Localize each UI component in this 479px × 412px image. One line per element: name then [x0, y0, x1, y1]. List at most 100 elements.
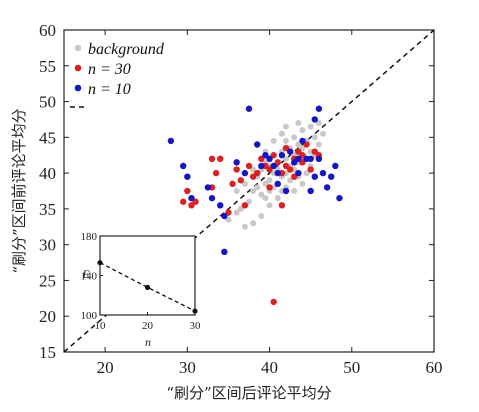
inset-y-tick-label: 100 [81, 310, 98, 322]
legend-label-background: background [88, 41, 165, 58]
point-background [299, 180, 306, 187]
point-n10 [299, 137, 306, 145]
point-background [283, 137, 289, 144]
y-tick-label: 55 [39, 57, 56, 76]
point-background [250, 166, 257, 173]
point-n30 [229, 180, 236, 188]
point-background [262, 180, 269, 187]
point-n30 [217, 155, 224, 162]
main-scatter-points [167, 105, 343, 306]
point-background [270, 137, 277, 144]
point-background [295, 120, 302, 127]
point-n30 [212, 169, 220, 177]
point-n30 [245, 162, 253, 170]
inset-axis-ticks: 10 20 30 100 140 180 [81, 231, 202, 332]
point-background [233, 209, 240, 216]
point-n30 [266, 184, 273, 191]
point-n10 [245, 105, 253, 112]
point-background [241, 223, 248, 230]
y-tick-label: 20 [39, 307, 56, 326]
point-background [283, 155, 289, 162]
y-tick-label: 15 [39, 343, 56, 362]
main-axis-ticks: 20 30 40 50 60 15 20 25 30 35 40 45 50 55 60 [39, 21, 443, 377]
point-n10 [274, 180, 281, 188]
inset-x-axis-label: n [145, 335, 151, 349]
legend: background n = 30 n = 10 [70, 41, 165, 108]
point-background [262, 195, 269, 202]
point-background [237, 205, 244, 212]
point-n10 [258, 162, 265, 170]
inset-point [97, 260, 103, 266]
point-n10 [184, 173, 191, 180]
point-background [241, 180, 248, 187]
point-n10 [254, 141, 261, 148]
point-background [320, 130, 326, 137]
point-background [311, 134, 318, 141]
inset-x-tick-label: 30 [190, 320, 202, 332]
point-n10 [274, 169, 281, 177]
x-tick-label: 20 [97, 358, 114, 377]
point-background [258, 191, 265, 198]
point-background [299, 145, 306, 152]
point-n10 [221, 212, 228, 220]
point-n30 [184, 187, 191, 195]
point-n30 [286, 166, 294, 173]
y-tick-label: 60 [39, 21, 56, 40]
y-tick-label: 30 [39, 236, 56, 255]
point-n10 [323, 184, 331, 191]
point-background [246, 198, 252, 205]
point-background [315, 120, 322, 127]
point-background [274, 195, 281, 202]
y-tick-label: 25 [39, 271, 56, 290]
point-n10 [311, 116, 318, 123]
point-n30 [270, 298, 277, 306]
point-n10 [336, 194, 343, 202]
y-tick-label: 50 [39, 93, 56, 112]
point-n30 [180, 198, 187, 205]
point-n10 [332, 162, 339, 170]
point-n10 [311, 173, 318, 180]
point-background [315, 141, 322, 148]
x-tick-label: 50 [343, 358, 360, 377]
point-n10 [208, 194, 216, 202]
x-tick-label: 40 [261, 358, 278, 377]
point-n10 [307, 155, 314, 162]
point-n10 [282, 187, 290, 195]
point-n10 [241, 169, 249, 177]
inset-points [97, 260, 198, 314]
point-n10 [278, 152, 286, 159]
point-n10 [295, 155, 302, 162]
legend-marker-background [74, 44, 82, 52]
point-background [283, 123, 289, 130]
y-tick-label: 35 [39, 200, 56, 219]
point-n10 [221, 248, 228, 256]
point-background [266, 202, 273, 209]
inset-x-tick-label: 10 [95, 320, 107, 332]
point-n10 [307, 187, 314, 195]
point-n30 [237, 177, 244, 184]
y-tick-label: 45 [39, 128, 56, 147]
point-n10 [266, 155, 273, 162]
y-axis-title: “刷分”区间前评论平均分 [10, 108, 28, 273]
point-n10 [295, 169, 302, 177]
point-background [225, 216, 232, 223]
point-background [295, 141, 302, 148]
legend-label-n10: n = 10 [88, 81, 131, 98]
point-n30 [241, 202, 249, 209]
point-background [254, 184, 261, 191]
inset-y-tick-label: 140 [81, 271, 98, 283]
point-n10 [217, 202, 224, 209]
point-n30 [233, 166, 240, 173]
x-tick-label: 60 [426, 358, 443, 377]
inset-x-tick-label: 20 [142, 320, 154, 332]
point-n10 [204, 184, 212, 191]
point-n10 [180, 162, 187, 170]
point-n30 [254, 169, 261, 177]
point-n30 [278, 202, 286, 209]
inset-plot-frame [99, 235, 196, 316]
point-background [233, 188, 240, 194]
point-background [303, 170, 310, 177]
point-n10 [319, 169, 327, 177]
point-background [299, 127, 306, 134]
